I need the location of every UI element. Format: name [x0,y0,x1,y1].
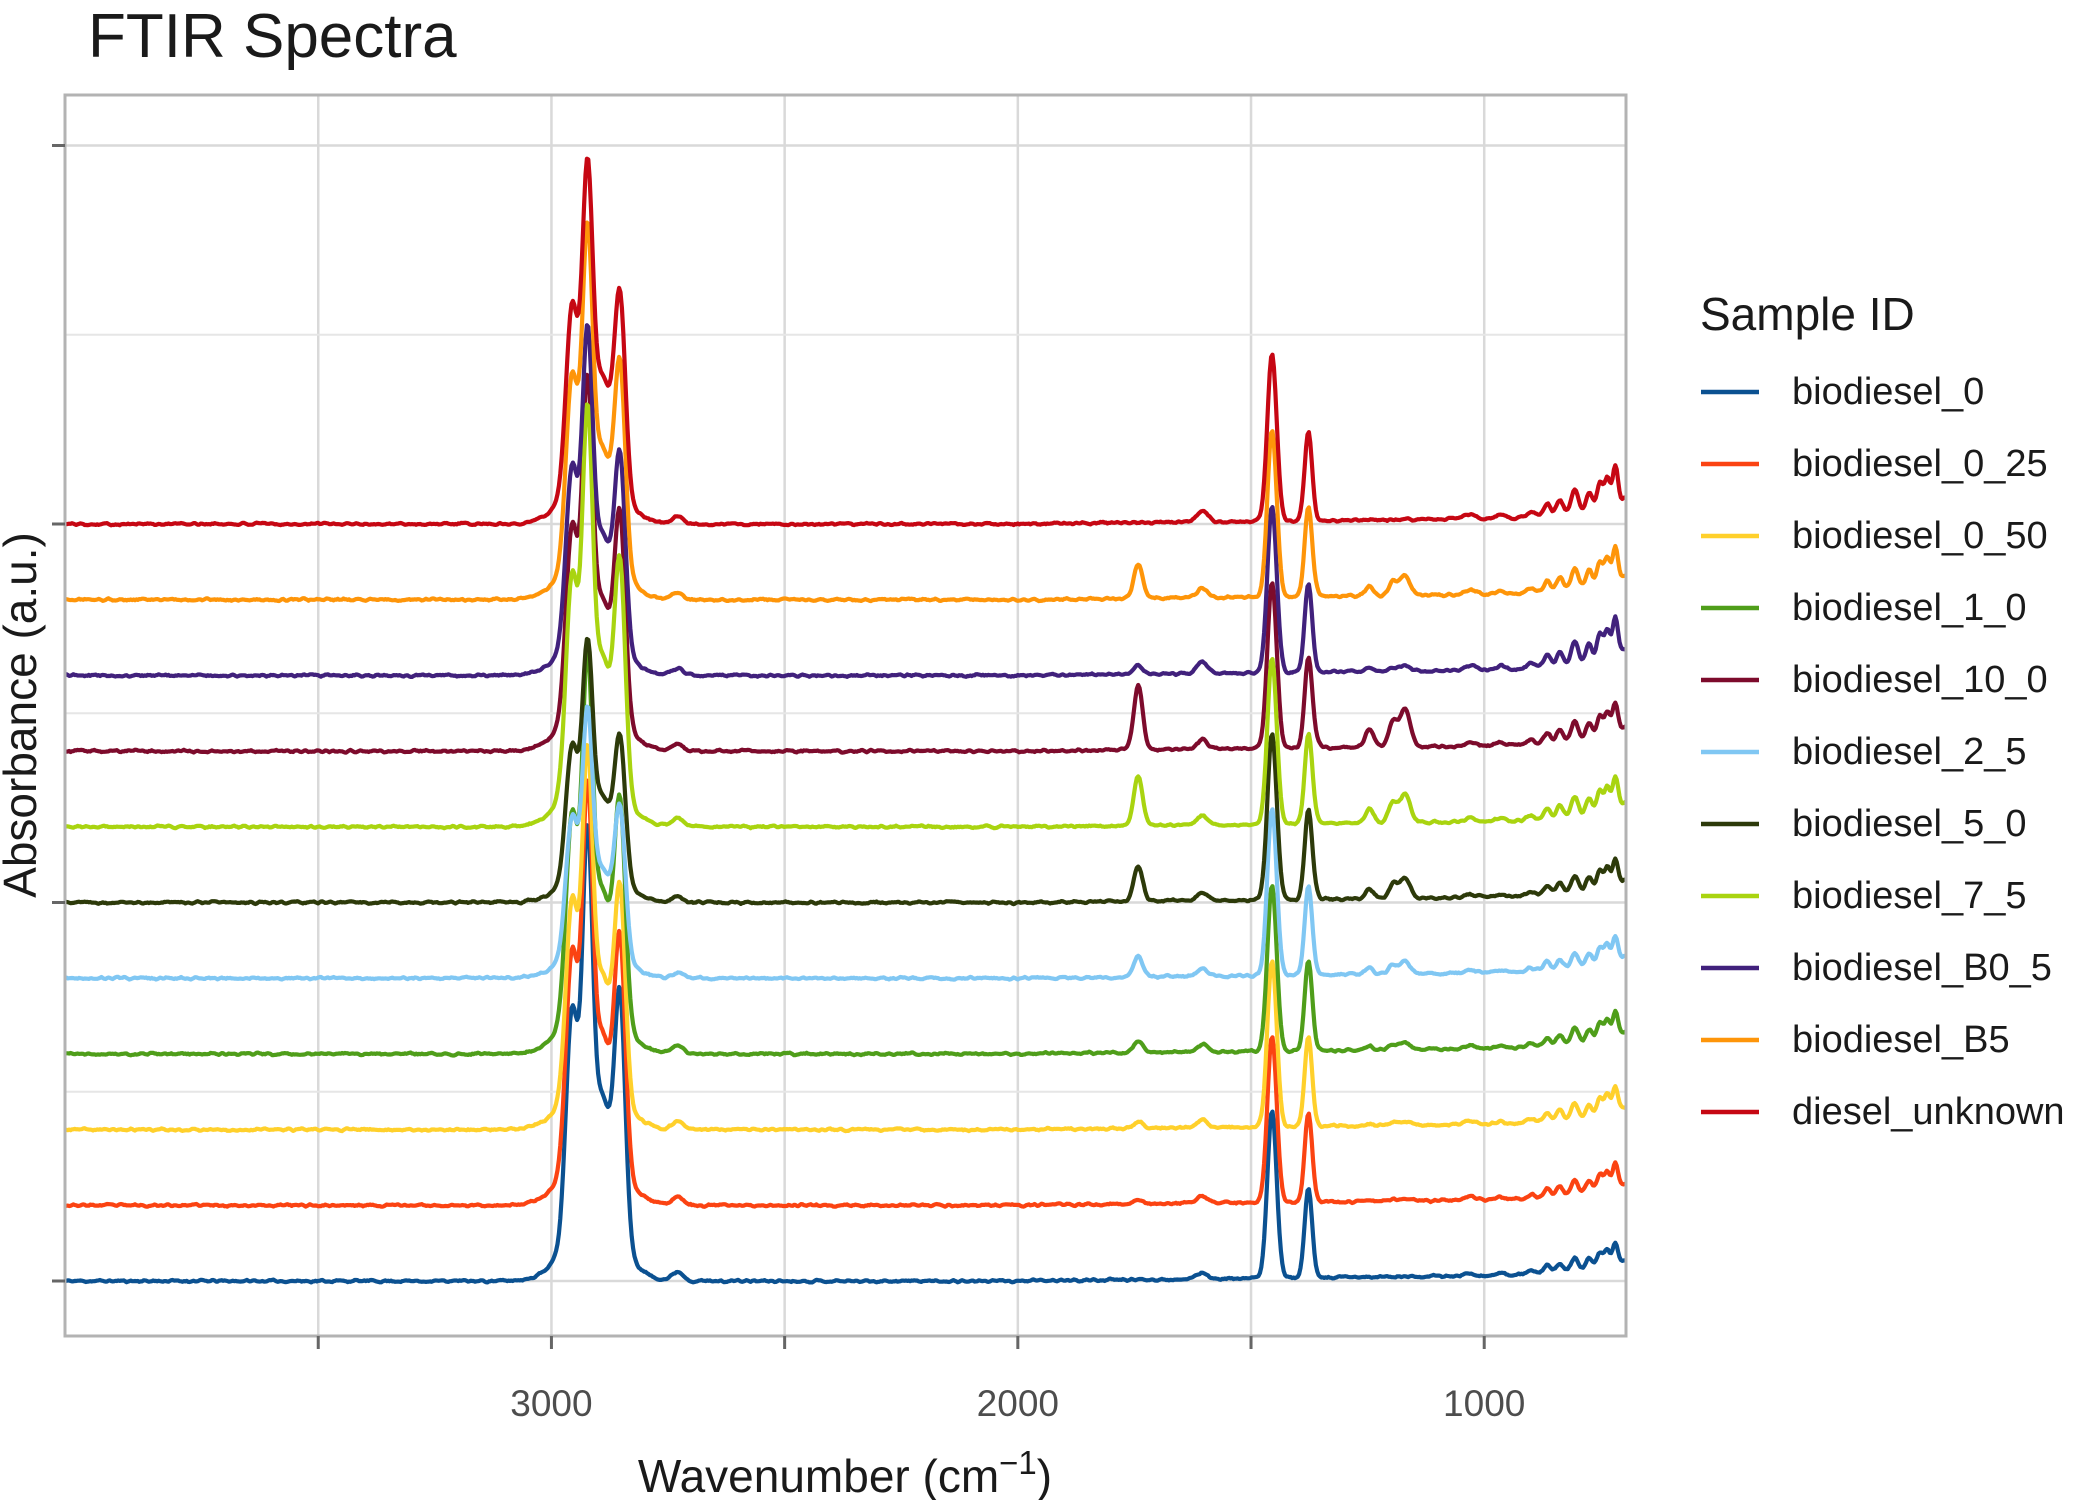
spectrum-biodiesel_B5 [65,220,1626,604]
x-tick-labels: 3000 2000 1000 [510,1383,1525,1424]
x-axis-title: Wavenumber (cm−1) [638,1444,1052,1500]
legend-label: biodiesel_5_0 [1792,803,2027,845]
legend-title: Sample ID [1700,288,1915,340]
spectrum-biodiesel_1_0 [65,648,1626,1058]
legend-item: biodiesel_1_0 [1701,587,2027,629]
spectrum-biodiesel_5_0 [65,636,1626,907]
x-tick-label: 2000 [977,1383,1059,1424]
spectrum-biodiesel_0_50 [65,743,1626,1134]
legend-label: biodiesel_B0_5 [1792,947,2052,989]
plot-title: FTIR Spectra [88,2,457,71]
legend-label: diesel_unknown [1792,1091,2065,1133]
legend-item: biodiesel_0 [1701,371,1984,413]
legend-item: biodiesel_5_0 [1701,803,2027,845]
legend-item: biodiesel_B5 [1701,1019,2010,1061]
legend-label: biodiesel_0_50 [1792,515,2048,557]
legend-label: biodiesel_0_25 [1792,443,2048,485]
panel-border [63,93,1628,1338]
spectrum-biodiesel_7_5 [65,402,1626,831]
legend-item: biodiesel_0_50 [1701,515,2048,557]
legend: Sample ID biodiesel_0biodiesel_0_25biodi… [1700,288,2065,1133]
x-tick-label: 1000 [1443,1383,1525,1424]
spectrum-diesel_unknown [65,156,1626,528]
x-axis-title-main: Wavenumber (cm [638,1450,999,1500]
legend-label: biodiesel_10_0 [1792,659,2048,701]
axis-ticks [52,144,1486,1349]
legend-items: biodiesel_0 biodiesel_0_25 biodiesel_0_50b… [1701,371,2065,1133]
spectrum-biodiesel_0_25 [65,778,1626,1209]
panel-background [65,95,1626,1336]
legend-label: biodiesel_2_5 [1792,731,2027,773]
legend-item: biodiesel_0_25 [1701,443,2048,485]
x-axis-title-superscript: −1 [999,1444,1037,1481]
x-tick-label: 3000 [510,1383,592,1424]
spectra-lines [65,156,1626,1285]
legend-item: biodiesel_10_0 [1701,659,2048,701]
legend-label: biodiesel_1_0 [1792,587,2027,629]
legend-item: biodiesel_2_5 [1701,731,2027,773]
spectrum-biodiesel_0 [65,823,1626,1285]
spectrum-biodiesel_2_5 [65,704,1626,982]
legend-label: biodiesel_0 [1792,371,1984,413]
legend-item: diesel_unknown [1701,1091,2065,1133]
x-axis-title-close: ) [1037,1450,1052,1500]
spectrum-biodiesel_10_0 [65,372,1626,755]
legend-item: biodiesel_7_5 [1701,875,2027,917]
legend-label: biodiesel_7_5 [1792,875,2027,917]
y-axis-title: Absorbance (a.u.) [0,532,46,898]
legend-label: biodiesel_B5 [1792,1019,2010,1061]
spectrum-biodiesel_B0_5 [65,323,1626,679]
legend-item: biodiesel_B0_5 [1701,947,2052,989]
